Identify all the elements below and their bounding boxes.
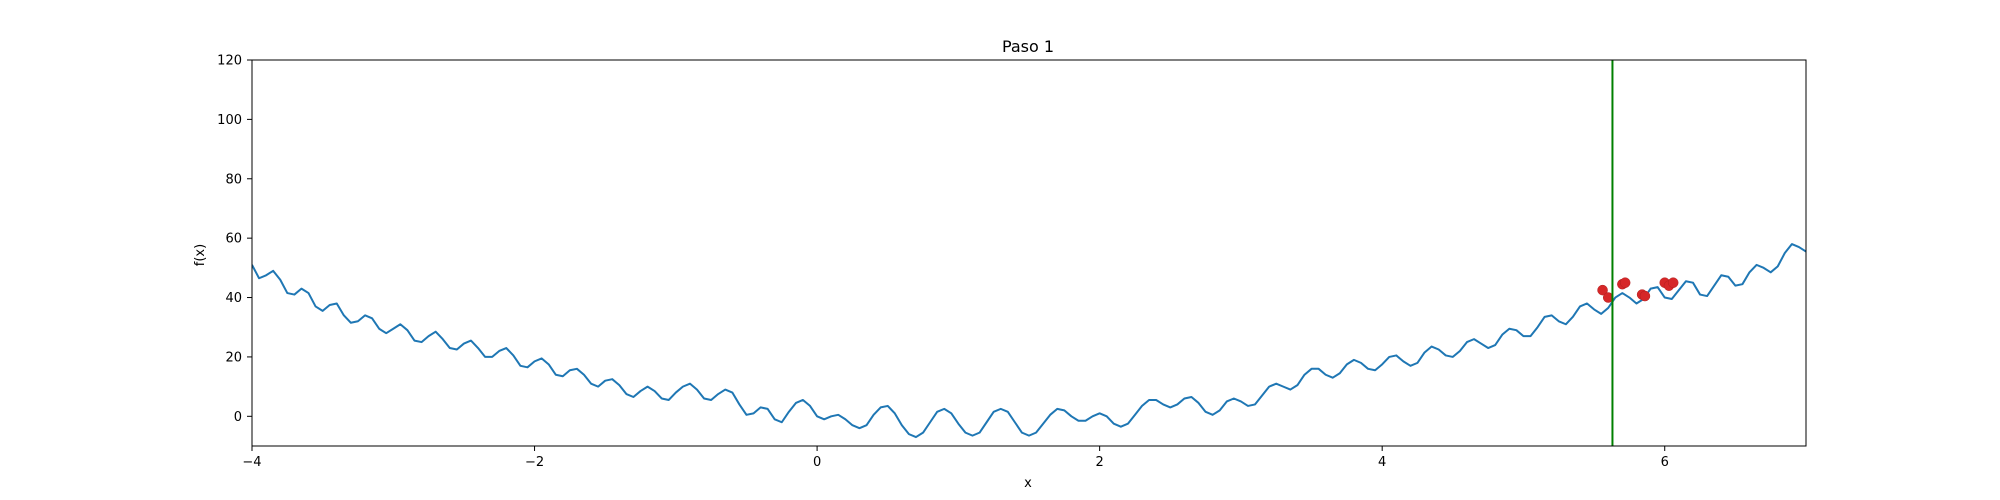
- y-tick-label: 20: [225, 350, 242, 365]
- y-tick-label: 100: [217, 113, 242, 128]
- plot-frame: [251, 59, 1807, 447]
- y-tick-label: 80: [225, 172, 242, 187]
- sample-point: [1667, 277, 1679, 288]
- x-tick-label: 0: [813, 455, 821, 470]
- chart-title: Paso 1: [1002, 37, 1054, 56]
- y-tick-label: 40: [225, 291, 242, 306]
- x-axis-label: x: [1024, 476, 1032, 491]
- sample-point: [1619, 277, 1631, 288]
- plot-area: [252, 60, 1806, 446]
- x-tick-label: −4: [242, 455, 261, 470]
- x-tick-label: −2: [525, 455, 544, 470]
- x-tick-label: 4: [1378, 455, 1386, 470]
- plot-clip-group: [252, 60, 1806, 446]
- y-tick-label: 120: [217, 54, 242, 69]
- y-tick-label: 0: [234, 410, 242, 425]
- y-axis-label: f(x): [193, 244, 208, 266]
- sample-point: [1639, 290, 1651, 302]
- y-tick-label: 60: [225, 232, 242, 247]
- sample-point: [1597, 284, 1608, 296]
- x-tick-label: 2: [1095, 455, 1103, 470]
- function-curve: [252, 243, 1806, 439]
- x-tick-label: 6: [1661, 455, 1669, 470]
